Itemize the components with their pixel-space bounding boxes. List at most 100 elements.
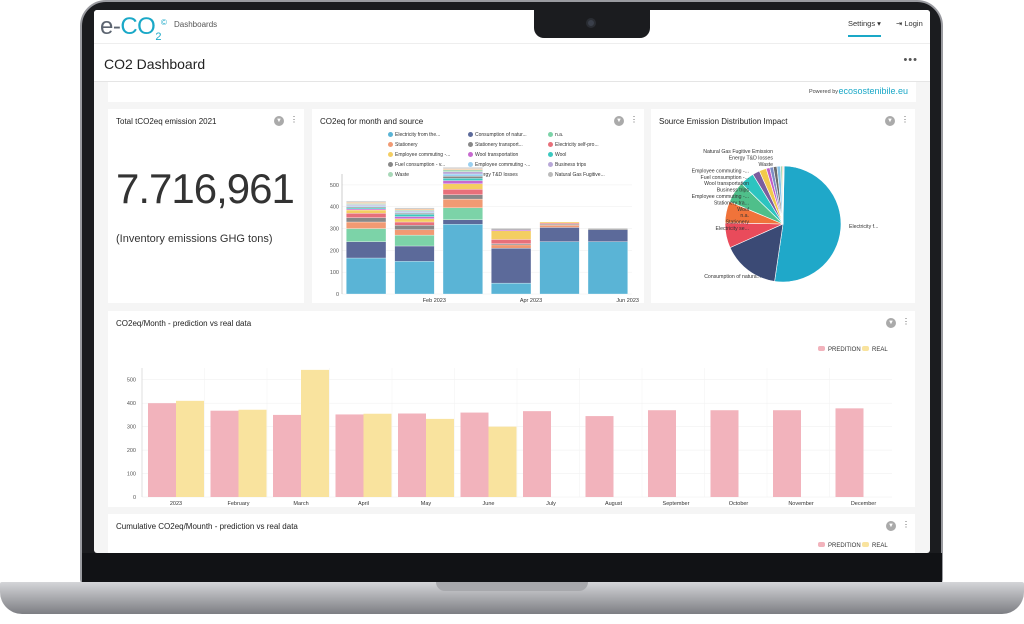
bar-segment[interactable]	[442, 219, 483, 225]
bar-segment[interactable]	[491, 228, 532, 230]
bar-segment[interactable]	[442, 171, 483, 175]
legend-item[interactable]: Natural Gas Fugitive...	[548, 172, 605, 178]
bar-segment[interactable]	[539, 225, 580, 228]
filter-icon[interactable]: ▼	[886, 318, 896, 328]
card-menu-icon[interactable]: ⋮	[290, 115, 298, 124]
bar-segment[interactable]	[394, 218, 435, 223]
filter-icon[interactable]: ▼	[885, 116, 895, 126]
bar-segment[interactable]	[442, 183, 483, 190]
bar-prediction[interactable]	[585, 416, 614, 497]
bar-segment[interactable]	[442, 180, 483, 184]
bar-prediction[interactable]	[273, 414, 301, 497]
legend-item[interactable]: Wool	[548, 152, 566, 158]
bar-segment[interactable]	[394, 208, 435, 211]
bar-segment[interactable]	[346, 221, 387, 229]
bar-segment[interactable]	[587, 241, 628, 295]
bar-prediction[interactable]	[835, 408, 864, 497]
legend-item[interactable]: Stationery	[388, 142, 418, 148]
bar-segment[interactable]	[346, 213, 387, 218]
legend-item[interactable]: Electricity self-pro...	[548, 142, 599, 148]
bar-segment[interactable]	[394, 213, 435, 215]
card-menu-icon[interactable]: ⋮	[901, 115, 909, 124]
legend-item[interactable]: Fuel consumption - v...	[388, 162, 445, 168]
bar-real[interactable]	[426, 418, 454, 497]
bar-prediction[interactable]	[210, 410, 239, 497]
bar-prediction[interactable]	[773, 410, 801, 497]
bar-segment[interactable]	[394, 261, 435, 295]
legend-item[interactable]: Consumption of natur...	[468, 132, 527, 138]
bar-real[interactable]	[238, 409, 267, 497]
bar-segment[interactable]	[539, 227, 580, 242]
nav-dashboards-link[interactable]: Dashboards	[174, 20, 218, 29]
legend-item[interactable]: Wool transportation	[468, 152, 518, 158]
legend-item[interactable]: Stationery transport...	[468, 142, 523, 148]
bar-segment[interactable]	[346, 203, 387, 205]
bar-segment[interactable]	[346, 217, 387, 223]
bar-segment[interactable]	[442, 224, 483, 295]
bar-segment[interactable]	[346, 241, 387, 259]
bar-prediction[interactable]	[460, 412, 489, 497]
bar-segment[interactable]	[394, 221, 435, 226]
bar-segment[interactable]	[491, 282, 532, 295]
bar-prediction[interactable]	[710, 410, 739, 497]
legend-item[interactable]: n.a.	[548, 132, 563, 138]
bar-real[interactable]	[488, 426, 517, 497]
bar-segment[interactable]	[394, 216, 435, 219]
bar-segment[interactable]	[442, 168, 483, 170]
legend-item[interactable]: Electricity from the...	[388, 132, 440, 138]
filter-icon[interactable]: ▼	[274, 116, 284, 126]
bar-segment[interactable]	[491, 239, 532, 244]
bar-segment[interactable]	[491, 229, 532, 231]
bar-prediction[interactable]	[335, 414, 364, 497]
bar-segment[interactable]	[346, 228, 387, 242]
bar-prediction[interactable]	[148, 403, 176, 497]
bar-segment[interactable]	[394, 212, 435, 214]
bar-real[interactable]	[301, 369, 329, 497]
bar-segment[interactable]	[491, 244, 532, 249]
bar-segment[interactable]	[394, 225, 435, 230]
powered-by-brand[interactable]: ecosostenibile.eu	[838, 86, 908, 96]
bar-segment[interactable]	[442, 167, 483, 169]
bar-segment[interactable]	[491, 243, 532, 246]
bar-prediction[interactable]	[523, 411, 551, 497]
card-menu-icon[interactable]: ⋮	[902, 520, 910, 529]
bar-segment[interactable]	[394, 229, 435, 236]
filter-icon[interactable]: ▼	[614, 116, 624, 126]
card-menu-icon[interactable]: ⋮	[902, 317, 910, 326]
bar-segment[interactable]	[394, 234, 435, 247]
bar-segment[interactable]	[442, 194, 483, 200]
pie-slice[interactable]	[774, 165, 842, 283]
nav-login-link[interactable]: ⇥ Login	[896, 19, 923, 28]
bar-segment[interactable]	[394, 214, 435, 217]
bar-segment[interactable]	[346, 208, 387, 211]
bar-segment[interactable]	[442, 173, 483, 177]
bar-segment[interactable]	[442, 176, 483, 179]
pie-slice[interactable]	[729, 223, 784, 282]
bar-segment[interactable]	[587, 229, 628, 242]
bar-segment[interactable]	[442, 189, 483, 195]
legend-item[interactable]: Employee commuting -...	[388, 152, 450, 158]
bar-prediction[interactable]	[398, 413, 426, 497]
bar-segment[interactable]	[346, 204, 387, 206]
bar-segment[interactable]	[539, 222, 580, 225]
bar-real[interactable]	[176, 400, 204, 497]
pie-slice[interactable]	[782, 165, 785, 225]
bar-segment[interactable]	[394, 210, 435, 213]
bar-segment[interactable]	[491, 248, 532, 284]
bar-segment[interactable]	[442, 198, 483, 208]
bar-segment[interactable]	[539, 241, 580, 295]
bar-real[interactable]	[363, 413, 392, 497]
bar-segment[interactable]	[346, 206, 387, 208]
legend-item[interactable]: Waste	[388, 172, 409, 178]
bar-segment[interactable]	[539, 221, 580, 224]
bar-segment[interactable]	[346, 257, 387, 295]
bar-prediction[interactable]	[648, 410, 676, 497]
app-logo[interactable]: e-CO2©	[100, 13, 167, 43]
nav-settings-menu[interactable]: Settings ▾	[848, 19, 881, 37]
bar-segment[interactable]	[442, 169, 483, 172]
bar-segment[interactable]	[346, 201, 387, 203]
bar-segment[interactable]	[346, 209, 387, 214]
legend-item[interactable]: Business trips	[548, 162, 586, 168]
bar-segment[interactable]	[491, 230, 532, 240]
bar-segment[interactable]	[539, 224, 580, 226]
